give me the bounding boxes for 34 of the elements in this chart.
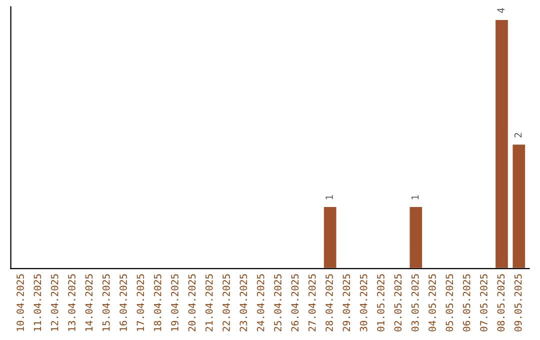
x-tick-label: 14.04.2025 (85, 274, 93, 331)
x-tick-label: 08.05.2025 (497, 274, 505, 332)
x-tick-label: 01.05.2025 (377, 274, 384, 332)
x-tick-label: 21.04.2025 (205, 274, 213, 332)
x-tick-label: 03.05.2025 (411, 274, 419, 332)
data-label: 4 (497, 8, 504, 13)
x-tick-label: 26.04.2025 (291, 274, 299, 332)
x-tick-label: 19.04.2025 (171, 274, 178, 331)
x-tick-label: 23.04.2025 (240, 274, 248, 332)
x-tick-label: 25.04.2025 (274, 274, 282, 332)
data-label: 1 (326, 195, 333, 200)
x-tick-label: 10.04.2025 (16, 274, 24, 331)
x-tick-label: 18.04.2025 (154, 274, 162, 331)
data-label: 2 (514, 133, 522, 138)
x-tick-label: 30.04.2025 (360, 274, 368, 332)
x-tick-label: 28.04.2025 (326, 274, 333, 332)
x-tick-label: 02.05.2025 (394, 274, 402, 332)
x-tick-label: 06.05.2025 (462, 274, 470, 332)
x-tick-label: 27.04.2025 (308, 274, 316, 332)
x-tick-label: 12.04.2025 (50, 274, 58, 331)
x-tick-label: 24.04.2025 (256, 274, 264, 332)
x-tick-label: 09.05.2025 (514, 274, 522, 332)
x-tick-label: 04.05.2025 (428, 274, 436, 332)
x-tick-label: 22.04.2025 (222, 274, 230, 332)
x-tick-label: 13.04.2025 (68, 274, 76, 331)
x-tick-label: 17.04.2025 (136, 274, 144, 331)
x-tick-label: 11.04.2025 (34, 274, 42, 331)
x-tick-label: 16.04.2025 (120, 274, 127, 331)
x-tick-label: 07.05.2025 (480, 274, 488, 332)
x-tick-label: 20.04.2025 (188, 274, 196, 332)
x-tick-label: 29.04.2025 (342, 274, 350, 332)
x-tick-label: 05.05.2025 (446, 274, 454, 332)
data-label: 1 (412, 195, 419, 200)
x-tick-label: 15.04.2025 (102, 274, 110, 331)
